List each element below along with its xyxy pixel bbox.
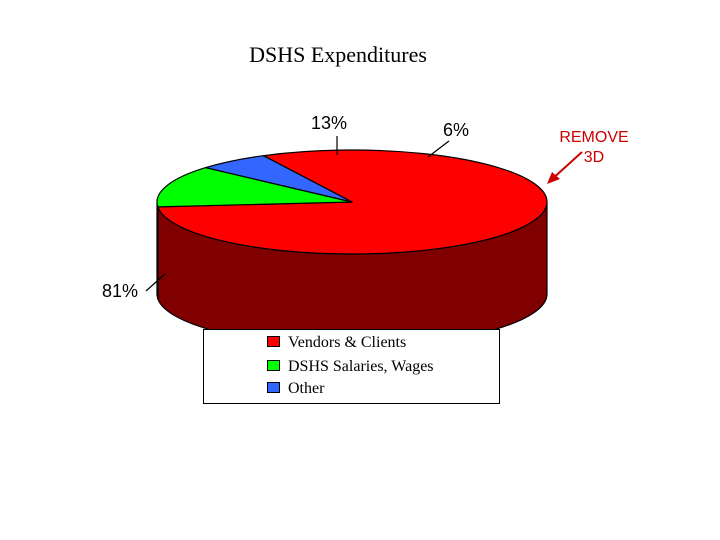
legend-label-vendors-clients: Vendors & Clients bbox=[288, 334, 407, 351]
chart-legend: Vendors & Clients DSHS Salaries, Wages O… bbox=[203, 329, 500, 404]
chart-title: DSHS Expenditures bbox=[249, 42, 427, 67]
pie-slice-dshs-salaries-wages bbox=[156, 167, 353, 208]
pie-side-dshs-salaries-wages bbox=[156, 201, 159, 300]
pie-layer bbox=[145, 136, 548, 347]
annotation-arrowhead bbox=[547, 172, 560, 184]
data-label-other: 6% bbox=[443, 120, 470, 140]
legend-swatch-other bbox=[267, 381, 280, 393]
legend-label-other: Other bbox=[288, 380, 325, 397]
legend-item-vendors-clients: Vendors & Clients bbox=[267, 333, 406, 353]
leader-line-other bbox=[427, 140, 450, 158]
data-label-dshs-salaries: 13% bbox=[311, 113, 348, 133]
legend-swatch-vendors-clients bbox=[267, 335, 280, 347]
pie-slice-other bbox=[205, 155, 353, 203]
annotation-line-1: REMOVE bbox=[559, 129, 629, 146]
leader-line-vendors-clients bbox=[145, 273, 166, 292]
annotation-line-2: 3D bbox=[583, 149, 605, 166]
legend-item-other: Other bbox=[267, 379, 324, 399]
legend-item-dshs-salaries: DSHS Salaries, Wages bbox=[267, 357, 434, 377]
remove-3d-annotation: REMOVE 3D bbox=[548, 128, 640, 168]
data-label-vendors-clients: 81% bbox=[102, 281, 139, 301]
legend-swatch-dshs-salaries bbox=[267, 359, 280, 371]
legend-label-dshs-salaries: DSHS Salaries, Wages bbox=[288, 358, 434, 375]
